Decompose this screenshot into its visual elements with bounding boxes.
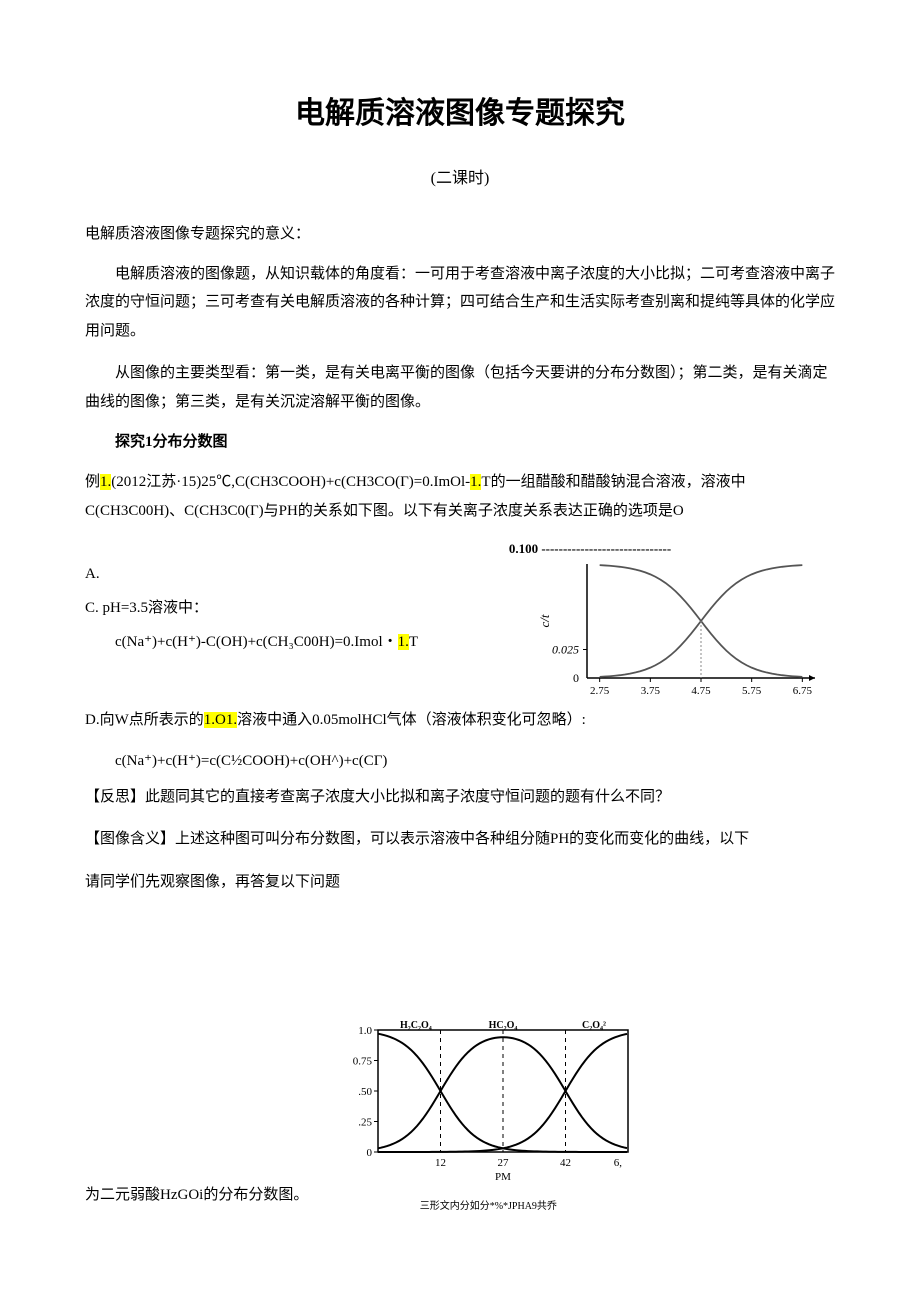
svg-text:1.0: 1.0 [359, 1025, 373, 1037]
highlight-2: 1. [470, 474, 481, 490]
meaning: 【图像含义】上述这种图可叫分布分数图，可以表示溶液中各种组分随PH的变化而变化的… [85, 825, 835, 854]
svg-text:.25: .25 [359, 1117, 373, 1129]
chart1-ymax: 0.100 [509, 541, 538, 556]
highlight-1: 1. [100, 474, 111, 490]
chart-2-block: 为二元弱酸HzGOi的分布分数图。 0 .25 .50 0.75 1.0 12 27 42 6,… [85, 1016, 835, 1215]
svg-text:HC₂O₄: HC₂O₄ [489, 1020, 518, 1031]
optc-a: c(Na⁺)+c(H⁺)-C(OH)+c(CH₃C00H)=0.Imol・ [115, 634, 398, 650]
observe: 请同学们先观察图像，再答复以下问题 [85, 868, 835, 897]
chart1-top-label: 0.100 ------------------------------ [345, 539, 835, 560]
option-a: A. [85, 562, 515, 586]
svg-text:12: 12 [435, 1157, 446, 1169]
page-title: 电解质溶液图像专题探究 [85, 90, 835, 138]
svg-text:0.75: 0.75 [353, 1056, 373, 1068]
chart2-svg: 0 .25 .50 0.75 1.0 12 27 42 6, PM H₂C₂O₄ HC₂O₄ C₂O₄² [338, 1016, 638, 1186]
option-d-formula: c(Na⁺)+c(H⁺)=c(C½COOH)+c(OH^)+c(CΓ) [85, 749, 835, 773]
chart-2: 0 .25 .50 0.75 1.0 12 27 42 6, PM H₂C₂O₄ HC₂O₄ C₂O₄²… [338, 1016, 638, 1215]
svg-text:4.75: 4.75 [691, 685, 711, 697]
optd-pre: D.向W点所表示的 [85, 712, 204, 728]
reflect: 【反思】此题同其它的直接考查离子浓度大小比拟和离子浓度守恒问题的题有什么不同？ [85, 783, 835, 812]
paragraph-2: 从图像的主要类型看：第一类，是有关电离平衡的图像（包括今天要讲的分布分数图）；第… [85, 359, 835, 416]
paragraph-1: 电解质溶液的图像题，从知识载体的角度看：一可用于考查溶液中离子浓度的大小比拟；二… [85, 260, 835, 346]
intro-label: 电解质溶液图像专题探究的意义： [85, 222, 835, 246]
svg-text:0.025: 0.025 [552, 642, 579, 656]
svg-text:H₂C₂O₄: H₂C₂O₄ [400, 1020, 432, 1031]
svg-text:3.75: 3.75 [641, 685, 661, 697]
option-c-label: C. pH=3.5溶液中： [85, 596, 515, 620]
svg-text:42: 42 [560, 1157, 571, 1169]
option-c-formula: c(Na⁺)+c(H⁺)-C(OH)+c(CH₃C00H)=0.Imol・1.T [85, 630, 515, 654]
example-pre: 例 [85, 474, 100, 490]
chart1-svg: 0.025 0 2.75 3.75 4.75 5.75 6.75 c/t [535, 558, 825, 698]
chart2-caption: 为二元弱酸HzGOi的分布分数图。 [85, 1183, 308, 1215]
example-mid1: (2012江苏·15)25℃,C(CH3COOH)+c(CH3CO(Γ)=0.I… [111, 474, 470, 490]
example-text: 例1.(2012江苏·15)25℃,C(CH3COOH)+c(CH3CO(Γ)=… [85, 468, 835, 525]
svg-text:PM: PM [495, 1171, 511, 1183]
optd-post: 溶液中通入0.05molHCl气体（溶液体积变化可忽略）: [237, 712, 586, 728]
svg-text:27: 27 [498, 1157, 510, 1169]
chart2-sub: 三形文内分如分*%*JPHA9共乔 [338, 1199, 638, 1215]
svg-text:0: 0 [367, 1147, 373, 1159]
svg-text:C₂O₄²: C₂O₄² [582, 1020, 606, 1031]
highlight-3: 1. [398, 634, 409, 650]
chart-1: 0.025 0 2.75 3.75 4.75 5.75 6.75 c/t [535, 558, 835, 707]
svg-text:5.75: 5.75 [742, 685, 762, 697]
explore-title: 探究1分布分数图 [85, 430, 835, 454]
svg-text:2.75: 2.75 [590, 685, 610, 697]
svg-text:.50: .50 [359, 1086, 373, 1098]
subtitle: (二课时) [85, 166, 835, 192]
example-row: A. C. pH=3.5溶液中： c(Na⁺)+c(H⁺)-C(OH)+c(CH… [85, 562, 835, 707]
svg-text:6,: 6, [614, 1157, 623, 1169]
svg-text:0: 0 [573, 671, 579, 685]
highlight-4: 1.O1. [204, 712, 237, 728]
option-d: D.向W点所表示的1.O1.溶液中通入0.05molHCl气体（溶液体积变化可忽… [85, 706, 835, 735]
optc-b: T [409, 634, 418, 650]
svg-text:6.75: 6.75 [793, 685, 813, 697]
svg-text:c/t: c/t [537, 614, 552, 627]
